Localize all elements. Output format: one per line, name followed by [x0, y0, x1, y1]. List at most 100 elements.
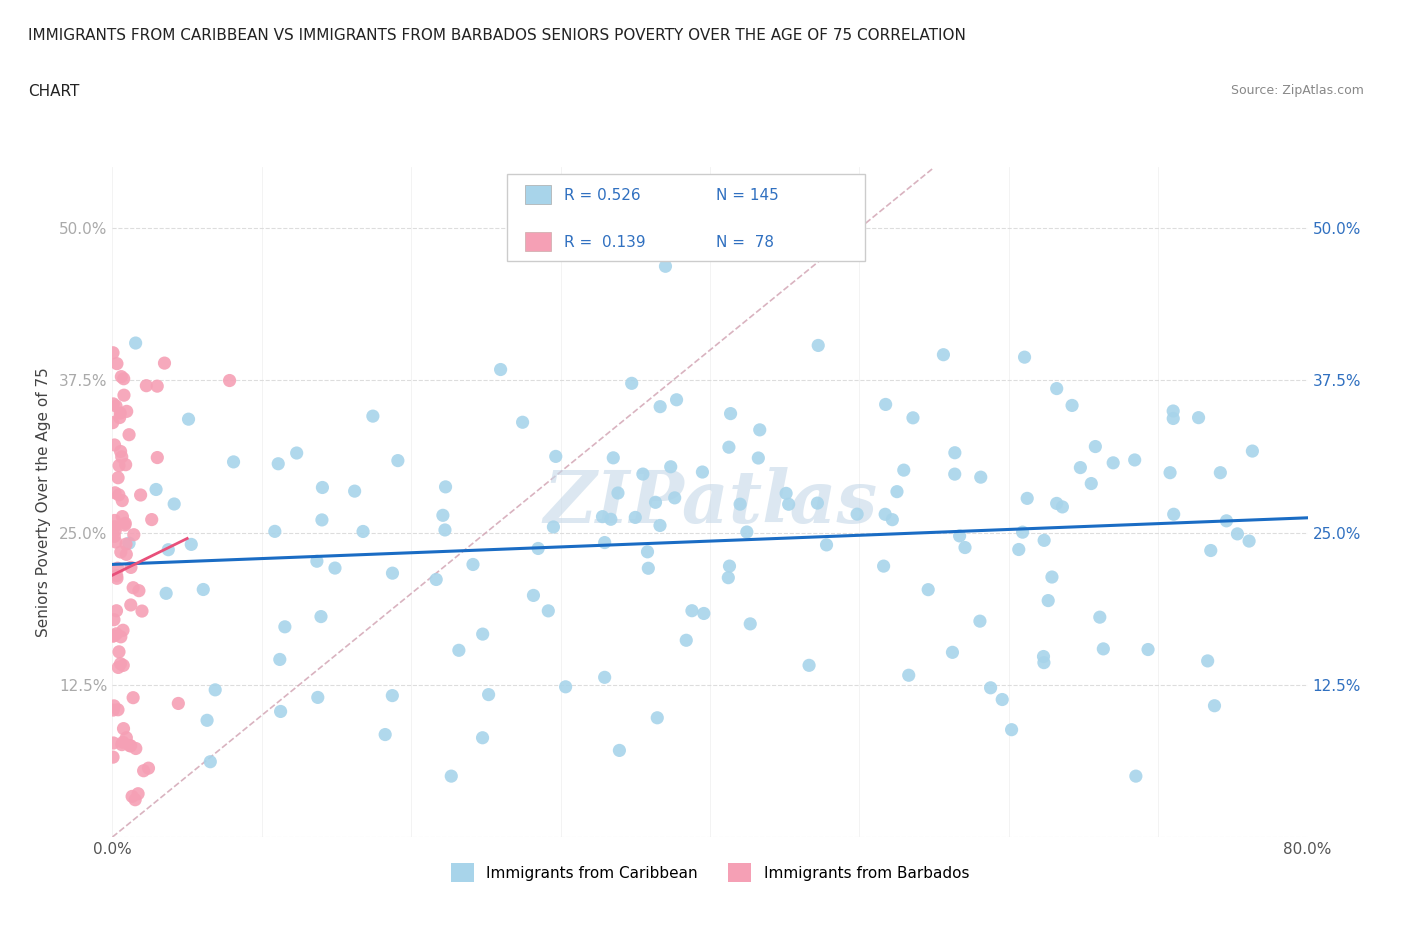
Point [1137, 642, 1160, 657]
Point [146, 450, 169, 465]
Point [111, 493, 134, 508]
Bar [524, 185, 551, 205]
Point [748, 422, 770, 437]
Point [115, 537, 138, 551]
Point [1187, 410, 1209, 425]
Point [659, 459, 682, 474]
Point [270, 704, 292, 719]
Point [609, 743, 631, 758]
Point [648, 518, 671, 533]
Y-axis label: Seniors Poverty Over the Age of 75: Seniors Poverty Over the Age of 75 [35, 367, 51, 637]
Bar [524, 232, 551, 251]
Point [309, 609, 332, 624]
Point [108, 458, 131, 473]
Point [103, 529, 125, 544]
Point [112, 721, 135, 736]
Point [692, 465, 714, 480]
Point [875, 397, 897, 412]
Point [222, 455, 245, 470]
Point [141, 512, 163, 527]
Point [107, 702, 129, 717]
Point [120, 738, 142, 753]
Point [522, 588, 544, 603]
Point [108, 644, 131, 659]
Point [846, 507, 869, 522]
Point [387, 453, 409, 468]
Point [125, 741, 148, 756]
Point [177, 412, 200, 427]
Point [1125, 769, 1147, 784]
Point [631, 467, 654, 482]
Point [343, 484, 366, 498]
Point [121, 789, 143, 804]
Point [138, 761, 160, 776]
Point [104, 519, 127, 534]
Point [893, 463, 915, 478]
Point [440, 769, 463, 784]
Point [778, 497, 800, 512]
Point [664, 490, 686, 505]
Point [717, 570, 740, 585]
Point [131, 604, 153, 618]
Point [124, 792, 146, 807]
Point [107, 471, 129, 485]
Point [1040, 569, 1063, 584]
Point [218, 373, 240, 388]
Point [797, 658, 820, 672]
Point [554, 679, 576, 694]
Point [718, 559, 741, 574]
Point [115, 730, 138, 745]
Point [1197, 654, 1219, 669]
Point [720, 406, 742, 421]
Point [118, 738, 141, 753]
Point [645, 711, 668, 725]
Point [593, 535, 616, 550]
Point [103, 513, 125, 528]
Text: IMMIGRANTS FROM CARIBBEAN VS IMMIGRANTS FROM BARBADOS SENIORS POVERTY OVER THE A: IMMIGRANTS FROM CARIBBEAN VS IMMIGRANTS … [28, 28, 966, 43]
Point [323, 561, 346, 576]
Point [1084, 439, 1107, 454]
Point [1237, 534, 1260, 549]
Point [592, 510, 614, 525]
Point [650, 399, 672, 414]
Point [103, 698, 125, 713]
Point [932, 347, 955, 362]
Point [775, 486, 797, 501]
Point [949, 528, 972, 543]
Point [118, 427, 141, 442]
Point [110, 369, 132, 384]
Point [110, 405, 132, 420]
Point [1032, 649, 1054, 664]
Point [105, 568, 128, 583]
Point [1014, 350, 1036, 365]
Point [886, 485, 908, 499]
Point [432, 508, 454, 523]
Point [122, 527, 145, 542]
Point [105, 399, 128, 414]
Point [104, 535, 127, 550]
Point [1102, 456, 1125, 471]
Point [307, 690, 329, 705]
Point [544, 449, 567, 464]
Point [1052, 499, 1074, 514]
Text: N = 145: N = 145 [716, 188, 779, 203]
Point [1241, 444, 1264, 458]
Point [1204, 698, 1226, 713]
Point [941, 644, 963, 659]
Point [1069, 460, 1091, 475]
Point [897, 668, 920, 683]
Point [105, 627, 128, 642]
Point [607, 485, 630, 500]
Point [747, 450, 769, 465]
Point [1008, 542, 1031, 557]
Point [263, 524, 285, 538]
Point [1215, 513, 1237, 528]
Point [111, 623, 134, 638]
Point [433, 523, 456, 538]
Point [953, 540, 976, 555]
Point [381, 565, 404, 580]
Point [105, 571, 128, 586]
Point [118, 536, 141, 551]
Point [717, 440, 740, 455]
Point [1046, 496, 1069, 511]
